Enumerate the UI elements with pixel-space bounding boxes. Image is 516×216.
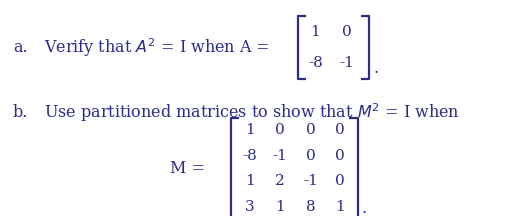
Text: 1: 1: [245, 123, 254, 137]
Text: 0: 0: [335, 174, 345, 188]
Text: 0: 0: [335, 149, 345, 163]
Text: .: .: [373, 60, 378, 77]
Text: 3: 3: [245, 200, 254, 214]
Text: Use partitioned matrices to show that $M^2$ = I when: Use partitioned matrices to show that $M…: [44, 101, 460, 124]
Text: 0: 0: [335, 123, 345, 137]
Text: 8: 8: [306, 200, 315, 214]
Text: Verify that $A^2$ = I when A =: Verify that $A^2$ = I when A =: [44, 36, 271, 59]
Text: 1: 1: [275, 200, 284, 214]
Text: 0: 0: [342, 25, 351, 39]
Text: M =: M =: [170, 160, 211, 177]
Text: -1: -1: [303, 174, 318, 188]
Text: -8: -8: [243, 149, 257, 163]
Text: -8: -8: [308, 56, 322, 70]
Text: b.: b.: [13, 104, 28, 121]
Text: 0: 0: [275, 123, 284, 137]
Text: 2: 2: [275, 174, 284, 188]
Text: 0: 0: [306, 123, 315, 137]
Text: -1: -1: [340, 56, 354, 70]
Text: -1: -1: [272, 149, 287, 163]
Text: .: .: [362, 200, 367, 216]
Text: a.: a.: [13, 39, 27, 56]
Text: 1: 1: [335, 200, 345, 214]
Text: 0: 0: [306, 149, 315, 163]
Text: 1: 1: [245, 174, 254, 188]
Text: 1: 1: [311, 25, 320, 39]
